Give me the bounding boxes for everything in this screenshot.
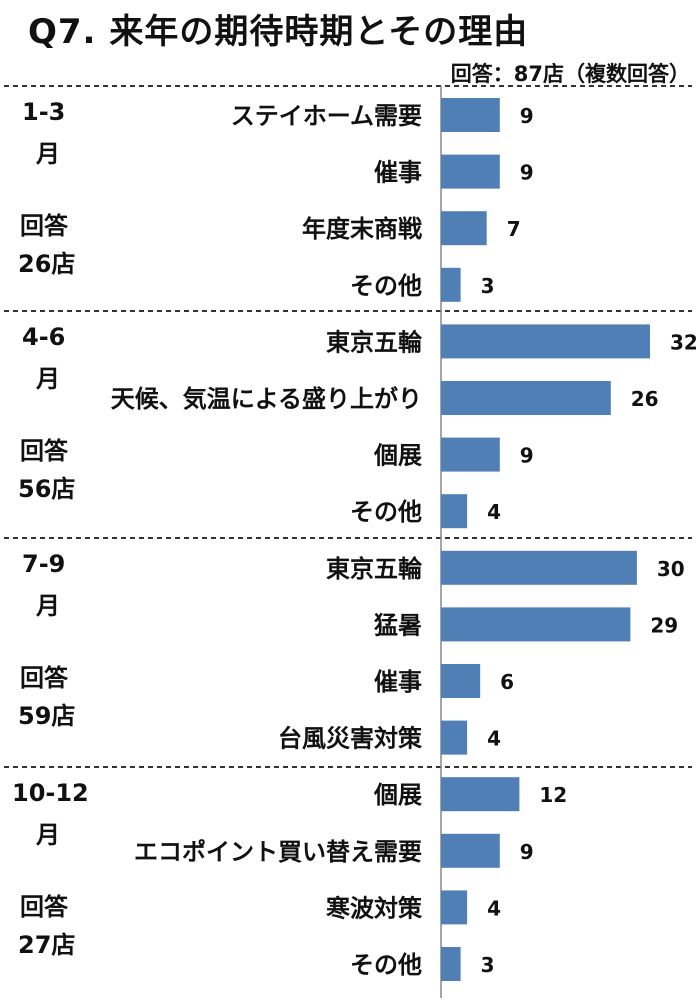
category-label: 催事 xyxy=(374,159,422,187)
value-label: 3 xyxy=(481,953,495,977)
count-value: 59店 xyxy=(18,702,76,730)
bar xyxy=(441,607,631,642)
category-label: 催事 xyxy=(374,668,422,696)
category-label: 寒波対策 xyxy=(326,894,423,922)
bar xyxy=(441,833,500,868)
category-label: エコポイント買い替え需要 xyxy=(134,838,422,866)
value-label: 9 xyxy=(520,161,534,185)
bar xyxy=(441,890,468,925)
category-label: 個展 xyxy=(373,781,422,809)
bar xyxy=(441,324,650,359)
bar xyxy=(441,211,487,246)
bar xyxy=(441,437,500,472)
period-range: 7-9 xyxy=(22,550,66,578)
category-label: 東京五輪 xyxy=(326,555,423,583)
category-label: 個展 xyxy=(373,442,422,470)
category-label: その他 xyxy=(350,951,422,979)
period-unit: 月 xyxy=(36,821,60,849)
value-label: 4 xyxy=(487,896,501,920)
bar xyxy=(441,664,481,698)
count-value: 56店 xyxy=(18,475,76,503)
value-label: 9 xyxy=(520,104,534,128)
category-label: その他 xyxy=(350,498,422,526)
period-unit: 月 xyxy=(36,365,60,393)
bar xyxy=(441,947,461,981)
period-unit: 月 xyxy=(36,140,60,168)
count-label: 回答 xyxy=(20,893,68,921)
respondents-note: 回答：87店（複数回答） xyxy=(450,62,690,86)
value-label: 12 xyxy=(539,783,567,807)
value-label: 7 xyxy=(507,217,521,241)
period-range: 1-3 xyxy=(22,98,66,126)
value-label: 29 xyxy=(650,613,678,637)
count-value: 26店 xyxy=(18,250,76,278)
value-label: 4 xyxy=(487,500,501,524)
period-range: 10-12 xyxy=(12,779,89,807)
bar xyxy=(441,267,461,302)
category-label: ステイホーム需要 xyxy=(231,102,422,130)
value-label: 9 xyxy=(520,840,534,864)
category-label: 東京五輪 xyxy=(326,328,423,356)
category-label: 天候、気温による盛り上がり xyxy=(111,385,422,413)
value-label: 30 xyxy=(657,557,685,581)
count-label: 回答 xyxy=(20,664,68,692)
bar xyxy=(441,777,520,812)
bar xyxy=(441,494,468,529)
value-label: 9 xyxy=(520,444,534,468)
category-label: 猛暑 xyxy=(374,611,422,639)
value-label: 4 xyxy=(487,727,501,751)
value-label: 6 xyxy=(500,670,514,694)
bar xyxy=(441,381,611,415)
bar xyxy=(441,720,468,755)
value-label: 26 xyxy=(631,387,659,411)
bar xyxy=(441,550,637,585)
category-label: 台風災害対策 xyxy=(278,725,423,753)
category-label: 年度末商戦 xyxy=(302,215,422,243)
bar xyxy=(441,154,500,189)
value-label: 32 xyxy=(670,330,696,354)
value-label: 3 xyxy=(481,274,495,298)
count-value: 27店 xyxy=(18,931,76,959)
bar xyxy=(441,98,500,132)
period-range: 4-6 xyxy=(22,323,66,351)
count-label: 回答 xyxy=(20,212,68,240)
count-label: 回答 xyxy=(20,437,68,465)
page-title: Q7. 来年の期待時期とその理由 xyxy=(28,12,529,52)
category-label: その他 xyxy=(350,272,422,300)
period-unit: 月 xyxy=(36,592,60,620)
